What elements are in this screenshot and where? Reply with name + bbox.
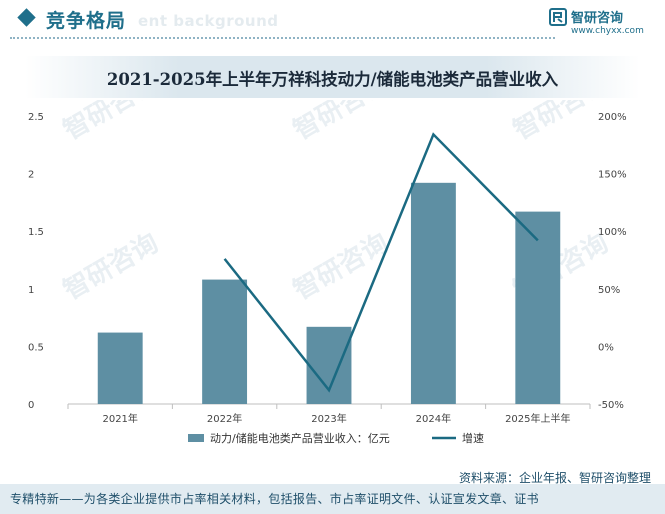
legend-label-line: 增速 — [462, 431, 484, 445]
y-left-tick-label: 1 — [28, 285, 34, 296]
bar — [306, 326, 352, 404]
line-layer — [223, 132, 539, 393]
bar — [410, 182, 456, 404]
header-watermark-text: ent background — [138, 12, 279, 30]
watermark-text: 智研咨询 — [288, 100, 394, 146]
x-tick-label: 2021年 — [102, 412, 137, 425]
y-left-tick-label: 1.5 — [28, 227, 44, 238]
brand-name: 智研咨询 — [571, 11, 624, 26]
y-right-tick-label: 100% — [598, 227, 627, 238]
watermark-text: 智研咨询 — [508, 100, 614, 146]
x-tick-label: 2024年 — [416, 412, 451, 425]
y-left-tick-label: 0.5 — [28, 342, 44, 353]
y-right-tick-label: 50% — [598, 285, 620, 296]
y-left-tick-label: 0 — [28, 400, 34, 411]
y-left-tick-label: 2.5 — [28, 112, 44, 123]
section-title: 竞争格局 — [46, 10, 127, 32]
x-tick-label: 2025年上半年 — [505, 412, 570, 425]
legend-label-bar: 动力/储能电池类产品营业收入：亿元 — [210, 431, 390, 445]
growth-line — [223, 132, 539, 393]
x-tick-label: 2022年 — [207, 412, 242, 425]
y-right-tick-label: 200% — [598, 112, 627, 123]
y-left-tick-label: 2 — [28, 170, 34, 181]
brand-logo-icon — [549, 8, 567, 26]
y-right-tick-label: 150% — [598, 170, 627, 181]
bar — [97, 332, 143, 404]
chart-title: 2021-2025年上半年万祥科技动力/储能电池类产品营业收入 — [106, 70, 559, 89]
footer-band: 专精特新——为各类企业提供市占率相关材料，包括报告、市占率证明文件、认证宣发文章… — [0, 484, 665, 514]
brand-url: www.chyxx.com — [571, 26, 644, 36]
y-right-tick-label: 0% — [598, 342, 614, 353]
brand: 智研咨询 www.chyxx.com — [549, 6, 649, 40]
header: 竞争格局 ent background 智研咨询 www.chyxx.com — [0, 0, 665, 44]
bars-layer — [97, 182, 561, 404]
legend-swatch-bar — [188, 434, 204, 442]
diamond-icon — [17, 8, 36, 27]
legend: 动力/储能电池类产品营业收入：亿元 增速 — [188, 431, 484, 445]
watermark-text: 智研咨询 — [58, 227, 164, 306]
footer-text: 专精特新——为各类企业提供市占率相关材料，包括报告、市占率证明文件、认证宣发文章… — [10, 492, 539, 506]
x-tick-label: 2023年 — [311, 412, 346, 425]
header-divider — [10, 37, 555, 39]
bar — [515, 211, 561, 404]
source-note: 资料来源：企业年报、智研咨询整理 — [458, 471, 651, 485]
y-right-tick-label: -50% — [598, 400, 624, 411]
watermark-text: 智研咨询 — [288, 227, 394, 306]
watermark-text: 智研咨询 — [58, 100, 164, 146]
bar — [202, 279, 248, 404]
axes-layer: 0 0.5 1 1.5 2 2.5 -50% 0% 50% 100% 150% 200% 2021年 20… — [28, 112, 627, 425]
chart-title-band: 2021-2025年上半年万祥科技动力/储能电池类产品营业收入 — [25, 56, 640, 98]
